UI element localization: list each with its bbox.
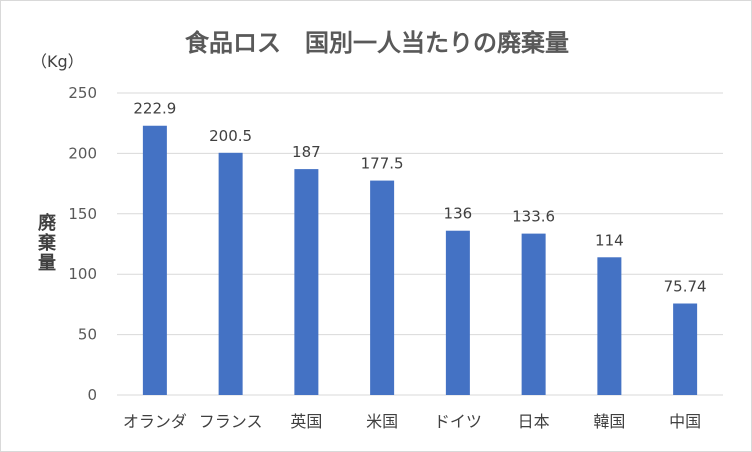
gridlines	[117, 92, 723, 396]
y-tick-label: 50	[78, 326, 97, 344]
bar	[445, 230, 470, 395]
y-axis-label-text: 廃棄量	[38, 212, 57, 274]
y-tick-label: 150	[68, 205, 97, 223]
x-tick-label: 韓国	[593, 412, 625, 431]
x-tick-label: 米国	[366, 412, 398, 431]
data-label: 136	[444, 205, 473, 223]
chart-title: 食品ロス 国別一人当たりの廃棄量	[185, 29, 569, 57]
y-tick-label: 0	[87, 386, 97, 404]
bar	[597, 257, 622, 395]
bar	[218, 152, 243, 395]
data-label: 200.5	[209, 127, 252, 145]
bar	[142, 125, 167, 395]
y-tick-label: 100	[68, 265, 97, 283]
y-tick-label: 250	[68, 84, 97, 102]
x-tick-label: フランス	[199, 412, 263, 431]
bar	[370, 180, 395, 395]
bar	[521, 233, 546, 395]
y-axis-ticks: 0 50 100 150 200 250	[68, 84, 97, 404]
data-label: 187	[292, 143, 321, 161]
unit-label: （Kg）	[31, 52, 84, 71]
x-tick-label: オランダ	[123, 412, 187, 431]
data-label: 114	[595, 231, 624, 249]
bar	[673, 303, 698, 395]
data-label: 177.5	[361, 155, 404, 173]
x-axis-ticks: オランダ フランス 英国 米国 ドイツ 日本 韓国 中国	[123, 412, 701, 431]
x-tick-label: 中国	[669, 412, 701, 431]
y-axis-label: 廃棄量	[38, 212, 57, 274]
x-tick-label: 英国	[290, 412, 322, 431]
x-tick-label: 日本	[518, 412, 550, 431]
y-tick-label: 200	[68, 144, 97, 162]
data-label: 133.6	[512, 208, 555, 226]
data-labels: 222.9 200.5 187 177.5 136 133.6 114 75.74	[133, 100, 706, 296]
bars	[142, 125, 698, 395]
data-label: 75.74	[664, 278, 707, 296]
bar	[294, 169, 319, 395]
x-tick-label: ドイツ	[434, 412, 482, 431]
data-label: 222.9	[133, 100, 176, 118]
